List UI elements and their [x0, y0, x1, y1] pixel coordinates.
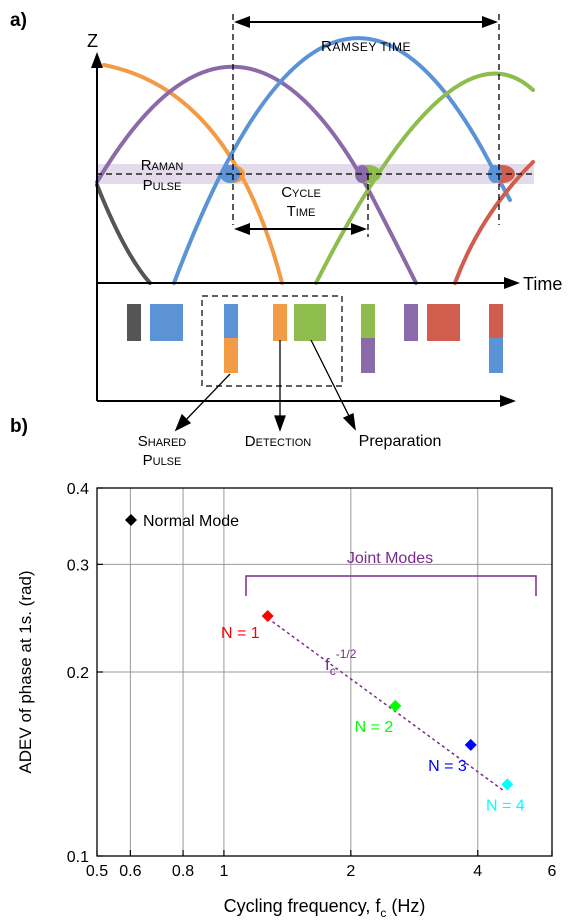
pulse-blocks: [127, 304, 503, 373]
cycle-time-label-1: CYCLE: [281, 184, 321, 201]
fit-label: fc-1/2: [325, 647, 357, 678]
panel-a: a) RAM: [10, 10, 562, 469]
legend-marker: [125, 514, 137, 526]
data-points: N = 1 N = 2 N = 3 N = 4: [221, 609, 525, 814]
joint-modes-bracket: [245, 575, 537, 596]
x-tick-label: 1: [219, 863, 228, 880]
raman-pulse-label-1: RAMAN: [141, 157, 184, 174]
panel-a-label: a): [10, 10, 27, 31]
y-tick-label: 0.2: [67, 665, 89, 682]
arc-blue: [172, 36, 512, 285]
time-axis-label: Time: [523, 274, 562, 294]
ramsey-arrow: [234, 16, 498, 28]
data-point: [501, 778, 514, 791]
shared-pulse-label-2: PULSE: [143, 452, 182, 469]
cycle-time-label-2: TIME: [287, 203, 316, 220]
x-tick-label: 0.8: [172, 863, 194, 880]
fit-line: [267, 617, 504, 792]
legend: Normal Mode: [125, 513, 239, 530]
x-axis-label: Cycling frequency, fc (Hz): [224, 896, 426, 920]
data-point: [261, 609, 274, 622]
y-tick-label: 0.1: [67, 849, 89, 866]
data-point-label: N = 4: [486, 797, 525, 814]
x-tick-label: 4: [473, 863, 482, 880]
annotation-arrows: [174, 339, 356, 432]
x-tick-labels: 0.5 0.6 0.8 1 2 4 6: [86, 863, 557, 880]
highlight-box: [201, 295, 343, 387]
x-tick-label: 6: [548, 863, 557, 880]
data-point-label: N = 2: [355, 719, 394, 736]
preparation-label: Preparation: [359, 433, 442, 450]
axis-ticks: [96, 487, 553, 857]
y-tick-label: 0.3: [67, 557, 89, 574]
arc-green: [314, 71, 535, 285]
vertical-dashed-lines: [232, 14, 500, 237]
raman-band: [96, 164, 534, 184]
panel-a-axes: [91, 52, 520, 407]
arc-orange: [102, 63, 284, 285]
ramsey-time-label: RAMSEY TIME: [321, 38, 411, 55]
detection-label: DETECTION: [245, 433, 312, 450]
joint-modes-label: Joint Modes: [347, 550, 433, 567]
crossing-ellipse-2b: [355, 165, 369, 183]
panel-b: b) 0.5 0.6 0.8 1 2 4 6 0.1 0.2 0.3 0.4 Cycling fr…: [10, 416, 557, 920]
raman-pulse-label-2: PULSE: [143, 177, 182, 194]
legend-label: Normal Mode: [143, 513, 239, 530]
arc-gray: [95, 183, 152, 285]
shared-pulse-label-1: SHARED: [138, 433, 187, 450]
data-point-label: N = 1: [221, 625, 260, 642]
cycle-time-arrow: [234, 223, 367, 235]
data-point: [389, 699, 402, 712]
arc-purple: [95, 64, 418, 285]
y-tick-labels: 0.1 0.2 0.3 0.4: [67, 481, 89, 866]
panel-b-label: b): [10, 416, 28, 437]
y-axis-label: ADEV of phase at 1s. (rad): [16, 570, 35, 773]
chart-grid: [97, 488, 552, 856]
data-point-label: N = 3: [428, 758, 467, 775]
x-tick-label: 2: [346, 863, 355, 880]
x-tick-label: 0.6: [119, 863, 141, 880]
z-axis-label: Z: [87, 31, 98, 51]
y-tick-label: 0.4: [67, 481, 89, 498]
data-point: [464, 738, 477, 751]
x-tick-label: 0.5: [86, 863, 108, 880]
